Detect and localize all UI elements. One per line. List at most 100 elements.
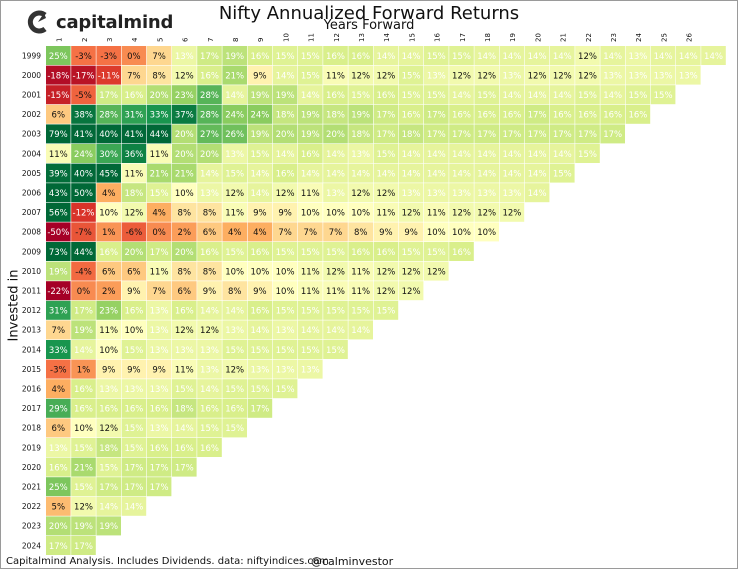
x-tick-label: 22 [585,33,593,42]
heatmap-cell [398,85,424,105]
y-tick-label: 2006 [22,189,41,198]
x-tick-label: 19 [509,33,517,42]
heatmap-cell [46,65,71,85]
heatmap-cell [121,202,147,222]
cell-value-label: 38% [74,111,93,121]
heatmap-cell [222,85,247,105]
cell-value-label: 25% [49,52,68,62]
cell-value-label: 16% [74,385,93,395]
heatmap-cell [499,46,525,65]
cell-value-label: 17% [528,130,547,140]
heatmap-cell [323,320,348,340]
cell-value-label: 11% [427,209,446,219]
cell-value-label: 17% [553,130,572,140]
heatmap-cell [272,222,298,242]
heatmap-cell [96,477,121,497]
heatmap-cell [323,163,348,183]
heatmap-cell [398,163,424,183]
heatmap-cell [676,46,701,65]
heatmap-cell [424,222,449,242]
cell-value-label: 16% [553,111,572,121]
cell-value-label: 6% [102,267,116,277]
cell-value-label: 14% [326,169,345,179]
heatmap-cell [172,183,197,203]
cell-value-label: 45% [99,169,118,179]
cell-value-label: 19% [225,52,244,62]
cell-value-label: 14% [225,91,244,101]
y-tick-label: 2009 [22,247,41,256]
cell-value-label: 17% [175,463,194,473]
heatmap-cell [71,65,96,85]
heatmap-cell [172,438,197,457]
cell-value-label: 12% [326,267,345,277]
cell-value-label: 12% [351,71,370,81]
heatmap-cell [172,359,197,379]
heatmap-cell [46,320,71,340]
cell-value-label: 15% [124,346,143,356]
heatmap-cell [323,300,348,320]
heatmap-cell [146,340,172,359]
cell-value-label: 11% [351,287,370,297]
heatmap-cell [247,222,273,242]
heatmap-cell [550,65,575,85]
cell-value-label: 18% [326,111,345,121]
heatmap-cell [323,144,348,163]
cell-value-label: 12% [402,209,421,219]
cell-value-label: 12% [376,189,395,199]
cell-value-label: 16% [628,111,647,121]
cell-value-label: 0% [77,287,91,297]
cell-value-label: 11% [301,267,320,277]
heatmap-cell [172,104,197,124]
heatmap-cell [272,202,298,222]
x-tick-label: 3 [106,38,114,42]
cell-value-label: 19% [250,91,269,101]
heatmap-cell [323,202,348,222]
cell-value-label: 13% [603,71,622,81]
heatmap-cell [298,46,323,65]
cell-value-label: 16% [477,111,496,121]
heatmap-cell [172,222,197,242]
heatmap-cell [197,320,222,340]
x-tick-label: 6 [182,37,190,42]
heatmap-cell [197,65,222,85]
heatmap-cell [550,163,575,183]
cell-value-label: 13% [150,346,169,356]
heatmap-cell [650,85,676,105]
cell-value-label: 10% [74,424,93,434]
cell-value-label: -6% [126,228,143,238]
cell-value-label: 13% [654,71,673,81]
x-tick-label: 7 [207,38,215,42]
x-axis-label: Years Forward [323,18,415,33]
cell-value-label: 12% [477,209,496,219]
chart-title: Nifty Annualized Forward Returns [218,3,520,24]
heatmap-cell [575,124,600,144]
heatmap-cell [474,222,499,242]
cell-value-label: 15% [276,248,295,258]
heatmap-cell [46,516,71,536]
heatmap-cell [398,222,424,242]
cell-value-label: 17% [74,542,93,552]
heatmap-cell [398,183,424,203]
cell-value-label: 6% [52,424,66,434]
cell-value-label: 16% [351,248,370,258]
heatmap-cell [71,398,96,418]
heatmap-cell [373,144,399,163]
heatmap-cell [71,477,96,497]
heatmap-cell [197,379,222,399]
cell-value-label: 12% [124,209,143,219]
cell-value-label: 13% [502,71,521,81]
cell-value-label: 14% [301,326,320,336]
cell-value-label: 20% [124,248,143,258]
cell-value-label: 9% [404,228,418,238]
x-tick-label: 17 [459,33,467,42]
cell-value-label: 13% [427,71,446,81]
cell-value-label: 24% [225,111,244,121]
cell-value-label: 28% [99,111,118,121]
heatmap-cell [373,202,399,222]
heatmap-cell [247,183,273,203]
cell-value-label: 8% [178,267,192,277]
cell-value-label: 15% [301,71,320,81]
brand-logo: capitalmind [26,9,173,35]
heatmap-cell [298,300,323,320]
heatmap-cell [348,124,373,144]
